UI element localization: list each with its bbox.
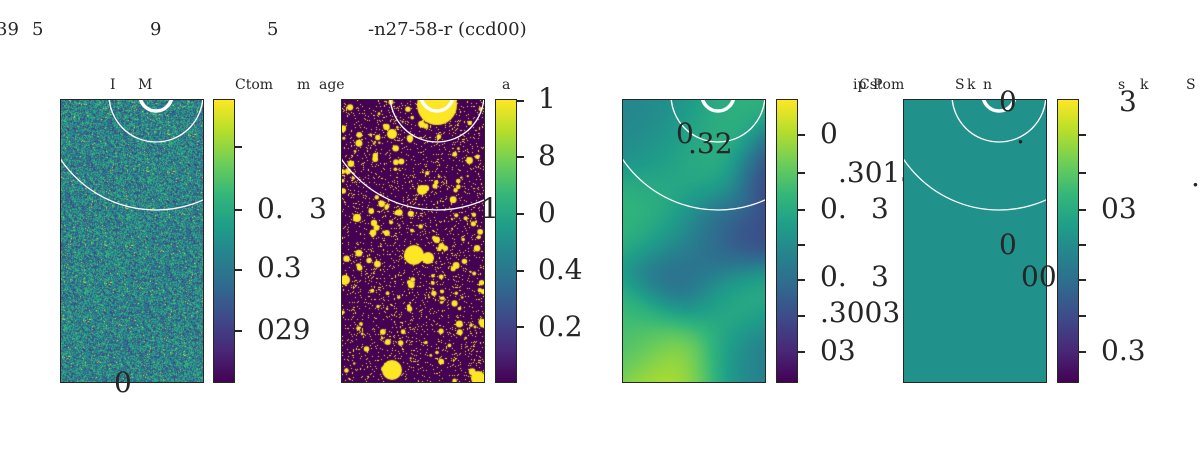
suptitle-part-3: 9 [150,19,162,40]
panel-2-colorbar-tick [517,156,524,158]
panel-2-overlay-label: 1 [481,192,499,225]
panel-4-overlay-label: 0 [999,228,1017,261]
panel-1-title-part-1: I [110,77,116,93]
panel-1-title-part-2: M [138,77,153,93]
panel-4-overlay-circles [904,100,1046,211]
suptitle-part-2: 5 [32,19,44,40]
panel-3-colorbar-tick [798,134,805,136]
panel-1-heatmap [61,100,203,382]
panel-4-title-part-5: s [1118,77,1126,93]
panel-2-title-part-2: age [319,77,345,93]
panel-2-title-part-3: a [502,77,511,93]
panel-3-colorbar-label: 3 [871,260,889,293]
panel-4-overlay-label: . [1016,117,1025,150]
panel-4-overlay-label: . [1191,160,1200,193]
panel-2-middle-ring [389,100,484,143]
panel-2-colorbar-label: 1 [538,82,556,115]
panel-2-image [341,99,485,383]
panel-3-colorbar-label: .3003 [820,296,901,329]
panel-4-colorbar [1057,99,1079,383]
panel-1-colorbar-tick [235,146,242,148]
panel-3-colorbar-label: 0. [820,192,847,225]
panel-2-inner-ring [419,100,455,113]
panel-1-colorbar-tick [235,330,242,332]
panel-4-colorbar-label: 03 [1101,192,1137,225]
panel-3-colorbar [776,99,798,383]
panel-4-title-part-6: k [1140,77,1149,93]
panel-1-colorbar-label: 029 [257,313,311,346]
panel-4-colorbar-tick [1079,279,1086,281]
suptitle-part-5: -n27-58-r (ccd00) [368,19,527,40]
panel-3-colorbar-label: 0 [820,117,838,150]
panel-4-title-part-1: Cstom [859,77,905,93]
panel-1-colorbar [213,99,235,383]
panel-3-overlay-circles [623,100,765,211]
panel-2-colorbar-label: 8 [538,139,556,172]
panel-4-colorbar-tick [1079,172,1086,174]
panel-3-title-part-2: P [873,77,883,93]
panel-4-overlay-label: 00 [1021,260,1057,293]
panel-4-overlay-label: 0 [999,85,1017,118]
suptitle-part-4: 5 [267,19,279,40]
panel-4-outer-ring [904,158,1046,211]
panel-2-colorbar [495,99,517,383]
panel-3-title-part-1: ip [853,77,867,93]
panel-4-colorbar-tick [1079,209,1086,211]
panel-3-colorbar-tick [798,172,805,174]
panel-4-colorbar-tick [1079,351,1086,353]
panel-4-colorbar-label: 3 [1119,85,1137,118]
panel-1-colorbar-label: 3 [309,192,327,225]
panel-4-colorbar-tick [1079,315,1086,317]
panel-3-colorbar-tick [798,244,805,246]
panel-1-inner-ring [138,100,174,113]
panel-1-overlay-circles [61,100,203,211]
panel-3-overlay-label: 0 [676,117,694,150]
panel-1-title-part-3: Ctom [235,77,274,93]
panel-3-outer-ring [623,158,765,211]
panel-1-outer-ring [61,158,203,211]
panel-2-colorbar-tick [517,326,524,328]
panel-1-colorbar-label: 0. [257,192,284,225]
panel-2-colorbar-tick [517,213,524,215]
panel-2-colorbar-tick [517,270,524,272]
panel-3-colorbar-label: 0. [820,260,847,293]
panel-3-colorbar-label: 3 [871,192,889,225]
panel-4-colorbar-tick [1079,244,1086,246]
panel-1-colorbar-tick [235,269,242,271]
panel-4-middle-ring [951,100,1046,143]
suptitle-part-1: 39 [0,19,19,40]
panel-2-overlay-circles [342,100,484,211]
panel-1-colorbar-label: 0.3 [257,251,302,284]
panel-3-middle-ring [670,100,765,143]
panel-4-title-part-4: n [983,77,993,93]
panel-1-colorbar-tick [235,209,242,211]
panel-4-heatmap [904,100,1046,382]
panel-2-title-part-1: m [297,77,311,93]
panel-3-inner-ring [700,100,736,113]
panel-3-overlay-label: .32 [688,127,733,160]
panel-3-colorbar-tick [798,279,805,281]
panel-2-outer-ring [342,158,484,211]
panel-4-title-part-2: S [955,77,965,93]
panel-3-colorbar-tick [798,315,805,317]
panel-2-colorbar-label: 0 [538,196,556,229]
panel-3-colorbar-tick [798,209,805,211]
panel-4-colorbar-tick [1079,134,1086,136]
panel-3-heatmap [623,100,765,382]
panel-3-image [622,99,766,383]
panel-2-colorbar-tick [517,100,524,102]
panel-3-colorbar-tick [798,351,805,353]
panel-4-inner-ring [981,100,1017,113]
panel-4-title-part-3: k [967,77,976,93]
panel-4-colorbar-label: 0.3 [1101,334,1146,367]
panel-2-colorbar-label: 0.2 [538,310,583,343]
panel-2-heatmap [342,100,484,382]
panel-4-image [903,99,1047,383]
panel-3-colorbar-label: 03 [820,334,856,367]
panel-1-overlay-label: 0 [114,366,132,399]
panel-2-colorbar-label: 0.4 [538,253,583,286]
panel-1-middle-ring [108,100,203,143]
panel-4-title-part-7: S [1186,77,1196,93]
panel-1-image [60,99,204,383]
